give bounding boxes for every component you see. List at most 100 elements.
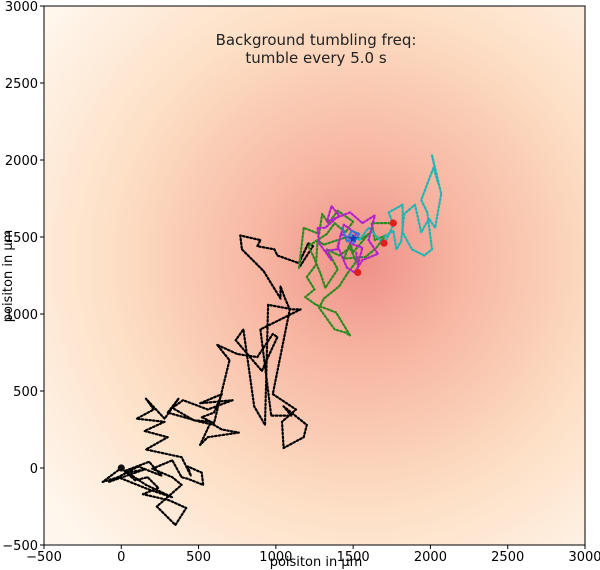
trajectory-point xyxy=(151,467,154,470)
trajectory-point xyxy=(349,211,351,214)
trajectory-point xyxy=(137,465,140,468)
trajectory-point xyxy=(267,303,270,306)
trajectory-point xyxy=(302,436,305,439)
trajectory-point xyxy=(284,297,287,300)
y-tick-label: −500 xyxy=(2,539,38,554)
trajectory-point xyxy=(163,420,166,423)
x-tick-label: 1500 xyxy=(337,550,370,565)
x-tick-label: 1000 xyxy=(259,550,292,565)
y-tick-label: 2000 xyxy=(5,154,38,169)
trajectory-point xyxy=(423,254,426,257)
trajectory-point xyxy=(432,166,435,169)
trajectory-point xyxy=(231,399,234,402)
trajectory-point xyxy=(174,524,177,526)
trajectory-point xyxy=(148,460,151,463)
trajectory-point xyxy=(403,213,406,215)
trajectory-point xyxy=(387,211,390,214)
trajectory-point xyxy=(163,417,166,420)
trajectory-point xyxy=(401,203,404,206)
trajectory-point xyxy=(361,259,364,261)
trajectory-point xyxy=(315,263,317,266)
trajectory-point xyxy=(157,487,160,489)
trajectory-point xyxy=(336,248,339,251)
trajectory-point xyxy=(180,456,183,459)
trajectory-point xyxy=(265,359,268,362)
trajectory-point xyxy=(189,474,192,477)
trajectory-point xyxy=(324,226,327,229)
trajectory-point xyxy=(324,286,327,289)
trajectory-point xyxy=(282,405,285,408)
trajectory-point xyxy=(134,479,137,482)
x-tick-label: −500 xyxy=(26,550,62,565)
x-tick-label: 2000 xyxy=(414,550,447,565)
start-star-marker xyxy=(348,233,358,243)
trajectory-point xyxy=(336,209,339,212)
plot-frame xyxy=(43,5,586,546)
trajectory-point xyxy=(324,249,327,252)
y-tick-label: 1000 xyxy=(5,308,38,323)
trajectory-point xyxy=(298,266,300,269)
trajectory-point xyxy=(373,214,376,217)
trajectory-point xyxy=(322,243,325,246)
trajectory-point xyxy=(333,222,336,225)
trajectory-point xyxy=(427,217,430,220)
trajectory-point xyxy=(256,245,259,248)
y-tick-label: 3000 xyxy=(5,0,38,15)
trajectory-point xyxy=(302,226,305,229)
trajectory-point xyxy=(400,240,402,243)
trajectory-point xyxy=(282,447,285,449)
trajectory-point xyxy=(239,234,242,237)
x-tick-label: 500 xyxy=(186,550,211,565)
trajectory-point xyxy=(145,484,147,486)
trajectory-point xyxy=(271,393,274,395)
end-point-marker xyxy=(380,239,388,247)
y-tick-label: 0 xyxy=(30,462,38,477)
trajectory-point xyxy=(228,359,231,362)
trajectory-point xyxy=(256,356,259,359)
trajectory-point xyxy=(126,471,129,474)
trajectory-point xyxy=(166,436,169,439)
trajectory-point xyxy=(333,328,336,331)
y-axis-ticks: −500 0 500 1000 1500 2000 2500 3000 xyxy=(2,0,44,554)
trajectory-point xyxy=(304,296,307,298)
trajectory-point xyxy=(185,507,188,509)
trajectory-point xyxy=(349,242,351,245)
trajectory-point xyxy=(123,470,126,472)
trajectory-point xyxy=(355,251,358,254)
trajectory-point xyxy=(313,288,316,291)
trajectory-point xyxy=(199,420,202,423)
trajectory-point xyxy=(199,444,202,446)
trajectory-point xyxy=(318,242,321,245)
trajectory-point xyxy=(352,242,355,245)
trajectory-point xyxy=(349,246,351,249)
trajectory-point xyxy=(346,273,348,275)
trajectory-point xyxy=(171,459,174,462)
trajectory-point xyxy=(193,419,195,422)
trajectory-point xyxy=(395,248,398,251)
trajectory-point xyxy=(339,233,342,235)
trajectory-point xyxy=(180,484,183,486)
x-tick-label: 0 xyxy=(117,550,125,565)
trajectory-point xyxy=(216,343,219,346)
trajectory-point xyxy=(206,436,209,439)
trajectory-point xyxy=(319,273,322,275)
trajectory-point xyxy=(361,222,364,225)
trajectory-point xyxy=(315,303,317,306)
trajectory-point xyxy=(299,308,302,311)
trajectory-point xyxy=(234,339,237,342)
trajectory-point xyxy=(276,254,279,257)
trajectory-point xyxy=(220,428,223,431)
trajectory-point xyxy=(431,154,433,157)
trajectory-series-1 xyxy=(297,209,395,337)
x-axis-ticks: −500 0 500 1000 1500 2000 2500 3000 xyxy=(26,545,600,565)
trajectory-point xyxy=(312,254,314,257)
trajectory-point xyxy=(237,431,240,434)
trajectory-point xyxy=(213,411,215,414)
trajectory-point xyxy=(148,488,151,491)
trajectory-point xyxy=(210,420,212,423)
trajectory-point xyxy=(155,505,158,508)
chart-title-line-1: Background tumbling freq: xyxy=(216,31,417,49)
trajectory-point xyxy=(352,220,355,223)
trajectory-point xyxy=(410,248,413,251)
